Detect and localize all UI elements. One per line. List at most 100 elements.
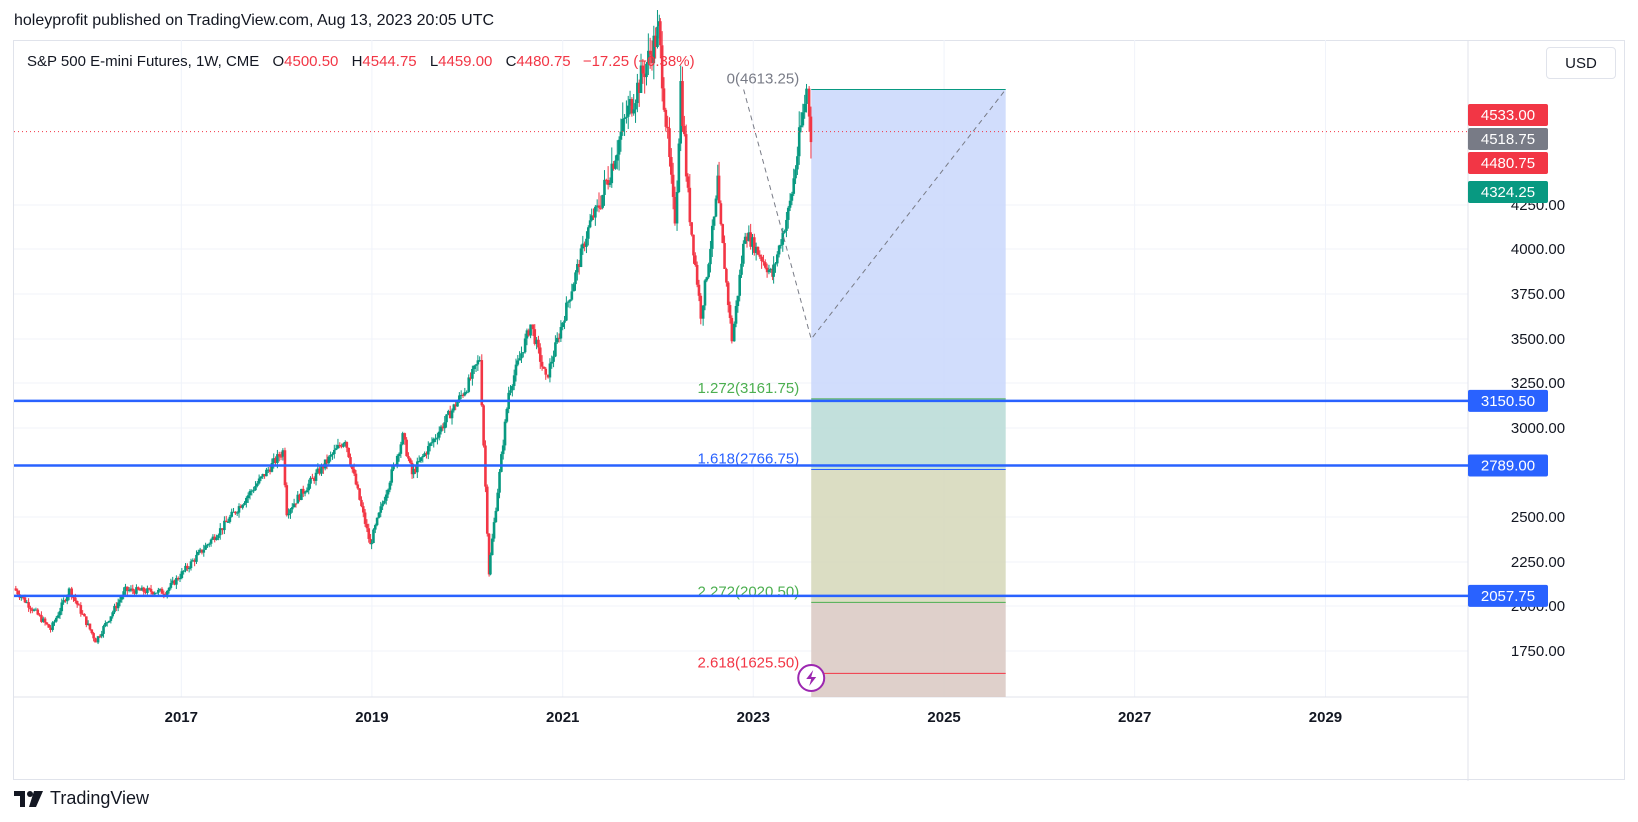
candle-body (561, 323, 564, 327)
candle-body (396, 456, 399, 465)
candle-body (768, 270, 771, 272)
candle-body (670, 157, 673, 175)
fib-zone-1 (811, 399, 1005, 470)
fib-zone-3 (811, 602, 1005, 673)
candle-body (416, 461, 419, 472)
candle-body (550, 362, 553, 364)
candle-body (473, 366, 476, 369)
candle-body (99, 636, 102, 637)
candle-body (665, 110, 668, 127)
candle-body (390, 469, 393, 482)
candle-body (106, 622, 109, 623)
candle-body (509, 390, 512, 392)
candle-body (796, 156, 799, 169)
candle-body (600, 208, 603, 209)
candle-body (532, 324, 535, 329)
candle-body (552, 356, 555, 361)
candle-body (376, 518, 379, 525)
candle-body (690, 222, 693, 234)
candle-body (378, 513, 381, 518)
candle-body (16, 590, 19, 594)
candle-body (280, 457, 283, 458)
candle-body (737, 296, 740, 306)
fib-level-label: 1.272(3161.75) (697, 380, 799, 397)
candle-body (119, 600, 122, 603)
candle-body (598, 205, 601, 207)
candle-body (789, 201, 792, 208)
candle-body (245, 498, 248, 503)
candle-body (544, 369, 547, 375)
candle-body (567, 302, 570, 303)
candle-body (738, 275, 741, 296)
candle-body (758, 255, 761, 257)
high-label: H (352, 53, 363, 70)
candle-body (353, 469, 356, 474)
fib-zone-4 (811, 673, 1005, 697)
candle-body (429, 443, 432, 446)
candle-body (794, 169, 797, 178)
candle-body (215, 538, 218, 540)
candle-body (356, 484, 359, 488)
candle-body (511, 386, 514, 390)
candle-body (495, 511, 498, 522)
candle-body (764, 262, 767, 268)
candle-body (110, 616, 113, 621)
candle-body (668, 128, 671, 157)
candle-body (778, 246, 781, 255)
candle-body (385, 495, 388, 501)
candle-body (295, 503, 298, 504)
tradingview-logo-icon (14, 791, 44, 807)
candle-body (792, 178, 795, 194)
candle-body (694, 255, 697, 265)
candle-body (128, 590, 131, 591)
candle-body (182, 571, 185, 572)
candle-body (742, 244, 745, 264)
candle-body (572, 284, 575, 291)
candle-body (374, 525, 377, 529)
candle-body (204, 545, 207, 549)
candle-body (709, 249, 712, 264)
candle-body (278, 454, 281, 456)
candle-body (90, 629, 93, 633)
candle-body (601, 195, 604, 208)
candle-body (502, 445, 505, 454)
candle-body (529, 324, 532, 335)
candle-body (36, 610, 39, 615)
candle-body (574, 272, 577, 284)
candle-body (436, 438, 439, 439)
low-label: L (430, 53, 438, 70)
time-tick-label: 2027 (1118, 709, 1151, 726)
fib-zone-0 (811, 89, 1005, 398)
candle-body (683, 126, 686, 134)
candle-body (370, 543, 373, 544)
candle-body (687, 176, 690, 187)
candle-body (346, 442, 349, 448)
candle-body (518, 358, 521, 360)
candle-body (733, 324, 736, 342)
candle-body (409, 459, 412, 463)
candle-body (603, 180, 606, 195)
candle-body (208, 544, 211, 545)
high-value: 4544.75 (362, 53, 416, 70)
candle-body (400, 444, 403, 453)
footer-brand[interactable]: TradingView (14, 788, 149, 809)
candle-body (104, 623, 107, 626)
currency-button[interactable]: USD (1546, 47, 1616, 79)
candle-body (131, 589, 134, 591)
candle-body (252, 490, 255, 491)
candle-body (618, 140, 621, 155)
candle-body (627, 106, 630, 117)
candle-body (774, 263, 777, 264)
candle-body (689, 188, 692, 222)
candle-body (289, 509, 292, 513)
candle-body (60, 602, 63, 611)
candle-body (565, 303, 568, 321)
candle-body (725, 269, 728, 283)
candle-body (486, 487, 489, 534)
candle-body (620, 132, 623, 140)
candle-body (24, 597, 27, 602)
candle-body (537, 340, 540, 348)
candle-body (421, 456, 424, 457)
candle-body (489, 555, 492, 574)
